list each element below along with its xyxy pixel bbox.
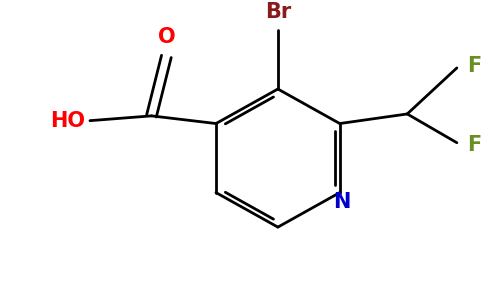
Text: F: F xyxy=(467,56,481,76)
Text: Br: Br xyxy=(265,2,291,22)
Text: N: N xyxy=(333,192,350,212)
Text: O: O xyxy=(158,27,175,47)
Text: F: F xyxy=(467,135,481,155)
Text: HO: HO xyxy=(50,111,85,131)
